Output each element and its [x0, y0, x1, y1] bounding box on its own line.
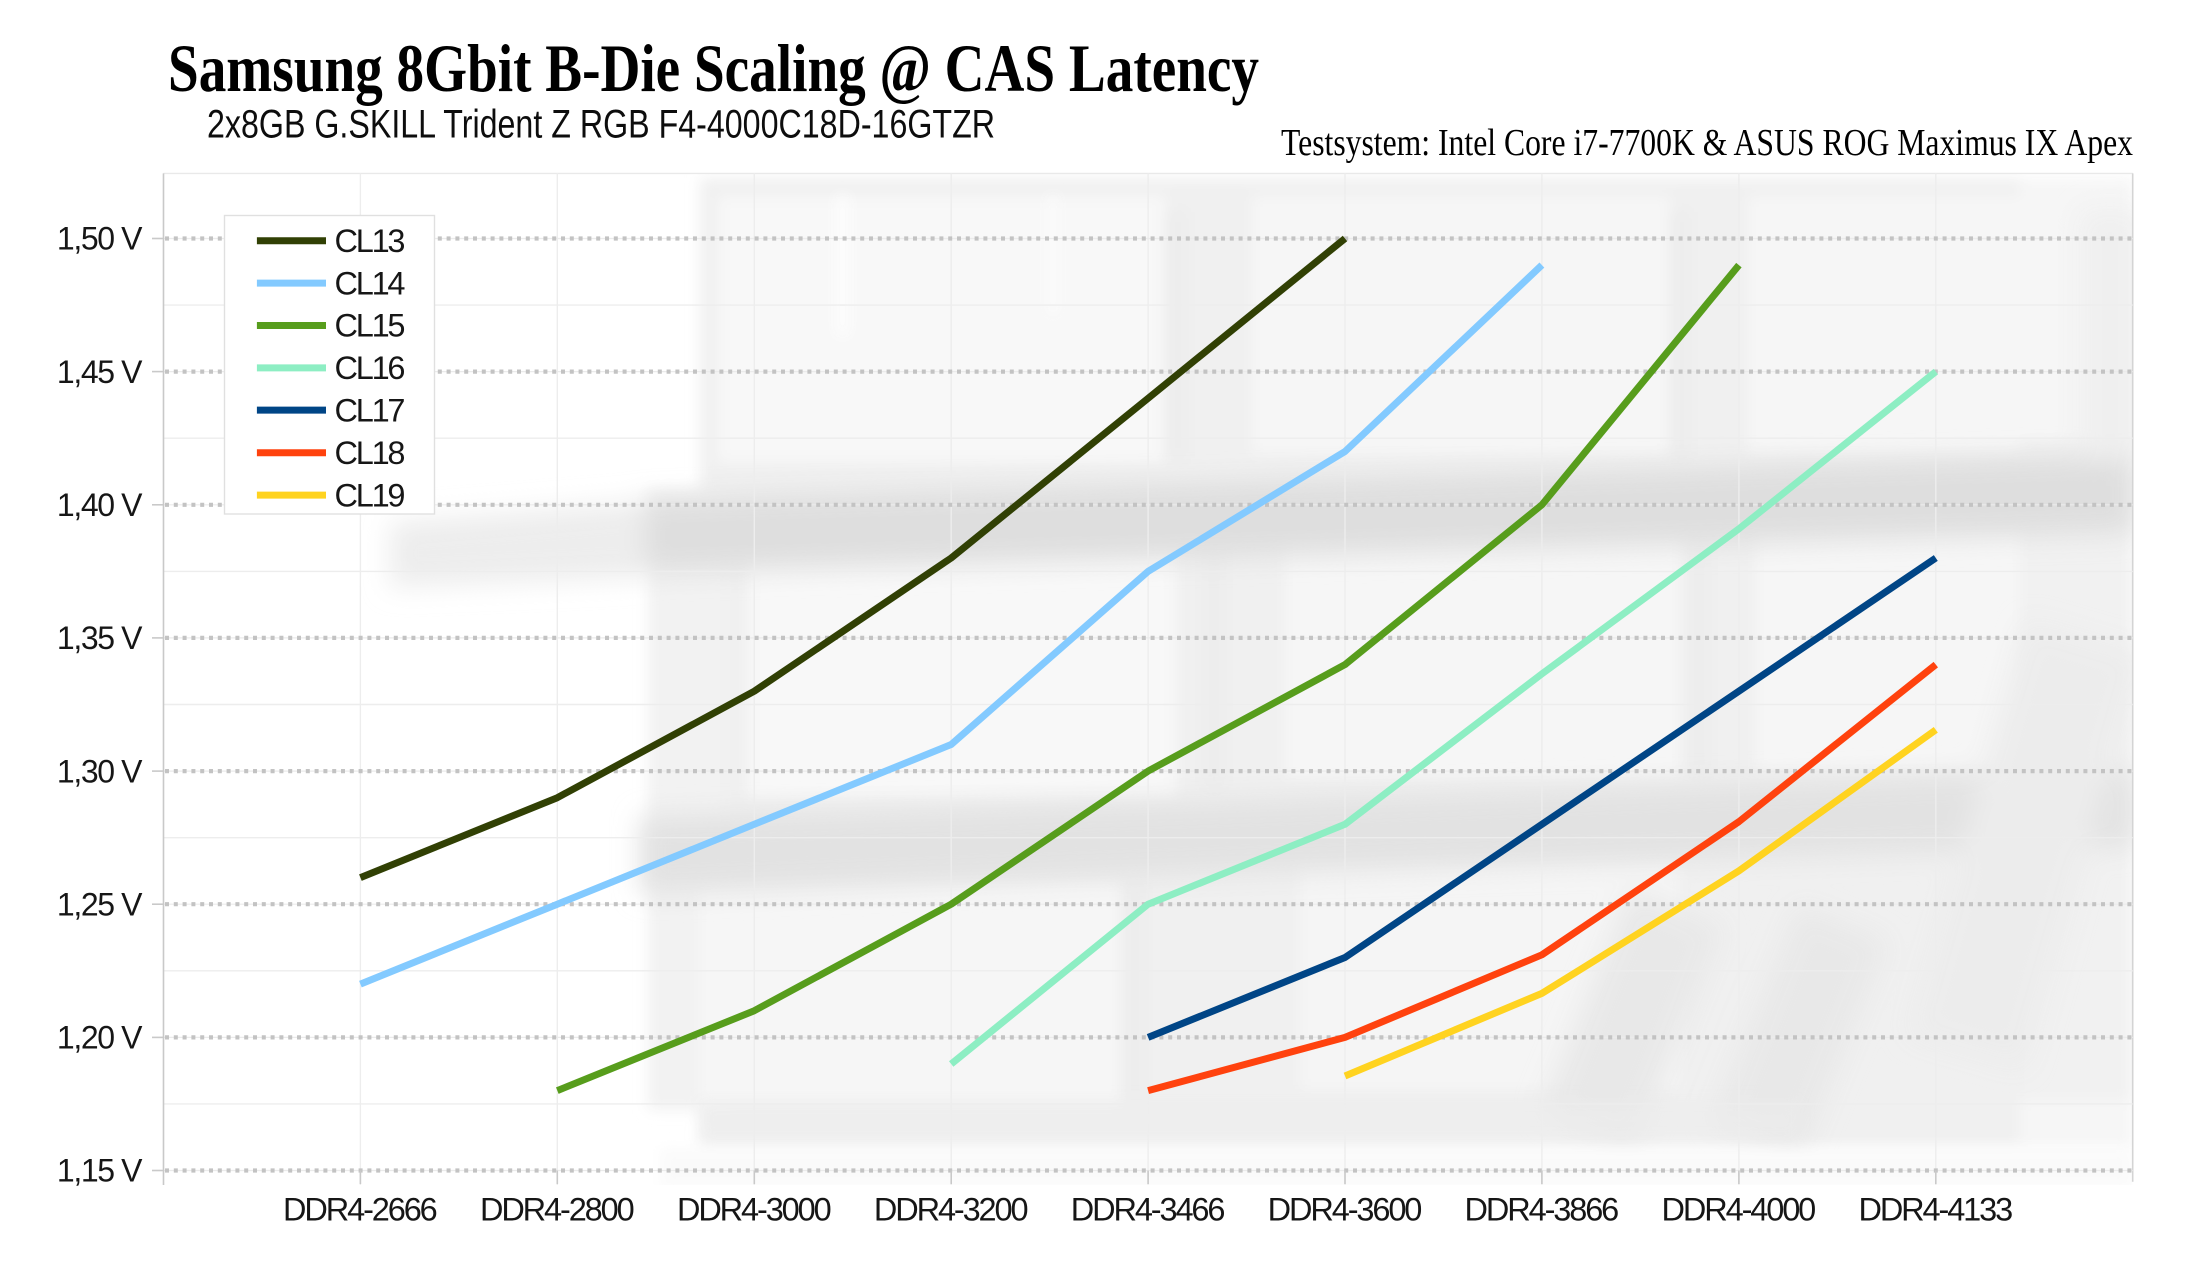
svg-text:1,50 V: 1,50 V [57, 221, 143, 257]
svg-text:2x8GB G.SKILL Trident Z RGB F4: 2x8GB G.SKILL Trident Z RGB F4-4000C18D-… [207, 102, 995, 146]
svg-text:1,15 V: 1,15 V [57, 1153, 143, 1189]
svg-text:DDR4-4133: DDR4-4133 [1858, 1192, 2013, 1228]
svg-text:1,40 V: 1,40 V [57, 487, 143, 523]
svg-text:CL14: CL14 [335, 265, 406, 301]
svg-text:Samsung 8Gbit B-Die Scaling @: Samsung 8Gbit B-Die Scaling @ CAS Latenc… [168, 31, 1259, 106]
svg-text:DDR4-3200: DDR4-3200 [874, 1192, 1029, 1228]
svg-text:DDR4-2666: DDR4-2666 [283, 1192, 438, 1228]
svg-text:Testsystem: Intel Core i7-7700: Testsystem: Intel Core i7-7700K & ASUS R… [1281, 122, 2133, 164]
svg-text:CL13: CL13 [335, 223, 406, 259]
svg-text:DDR4-3466: DDR4-3466 [1071, 1192, 1226, 1228]
svg-text:DDR4-3000: DDR4-3000 [677, 1192, 832, 1228]
svg-text:CL15: CL15 [335, 308, 406, 344]
svg-text:1,20 V: 1,20 V [57, 1020, 143, 1056]
svg-text:1,35 V: 1,35 V [57, 620, 143, 656]
svg-text:DDR4-2800: DDR4-2800 [480, 1192, 635, 1228]
svg-text:1,30 V: 1,30 V [57, 753, 143, 789]
svg-text:CL18: CL18 [335, 435, 406, 471]
svg-text:CL17: CL17 [335, 392, 406, 428]
svg-text:CL19: CL19 [335, 477, 406, 513]
svg-text:DDR4-3866: DDR4-3866 [1465, 1192, 1620, 1228]
svg-text:CL16: CL16 [335, 350, 406, 386]
svg-text:1,25 V: 1,25 V [57, 886, 143, 922]
svg-text:1,45 V: 1,45 V [57, 354, 143, 390]
svg-text:DDR4-3600: DDR4-3600 [1268, 1192, 1423, 1228]
svg-text:DDR4-4000: DDR4-4000 [1662, 1192, 1817, 1228]
